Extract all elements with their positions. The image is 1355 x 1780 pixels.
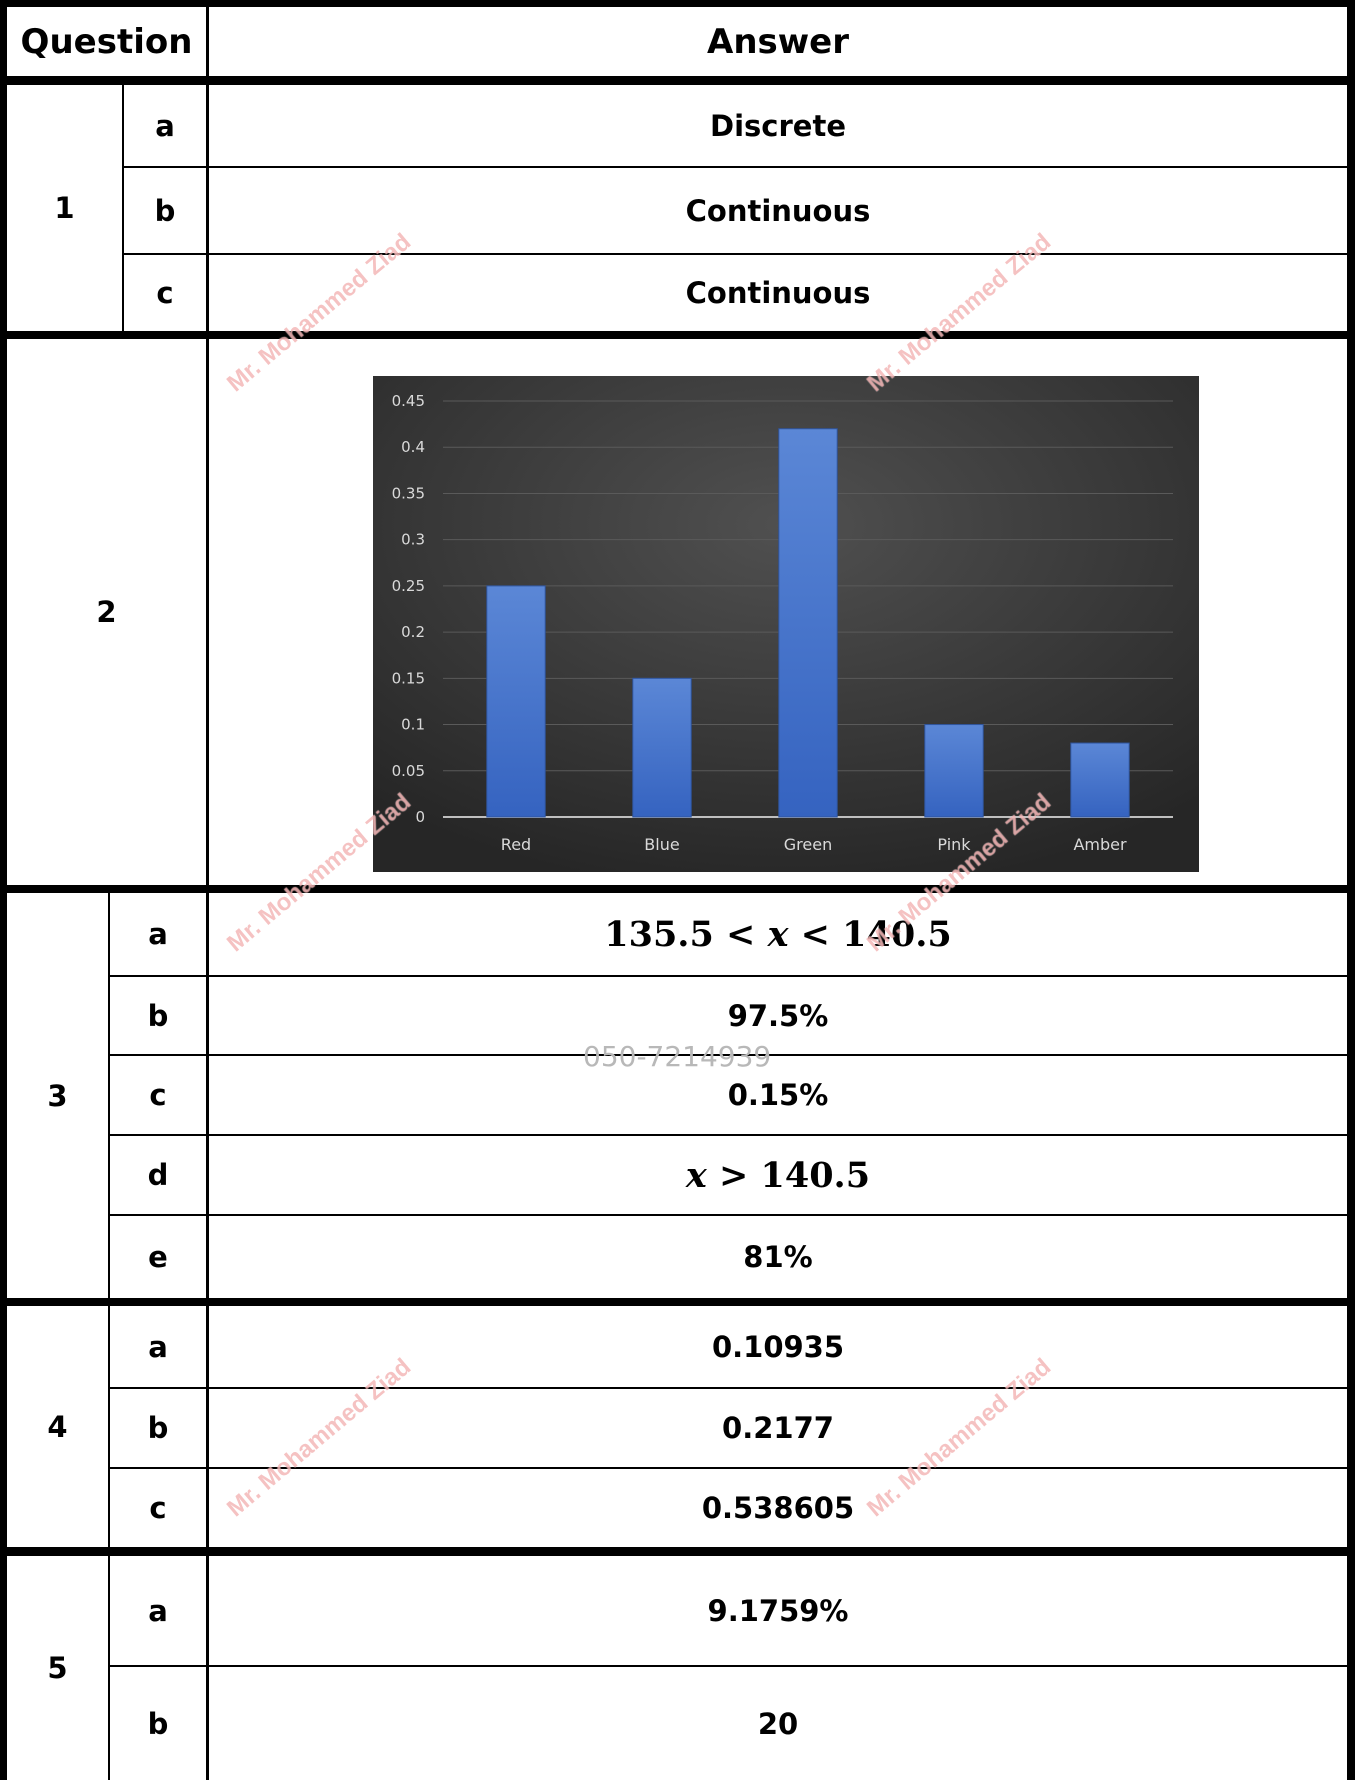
- part-label: e: [148, 1240, 168, 1274]
- answer-column-line: [206, 0, 209, 1780]
- header-answer: Answer: [707, 21, 849, 62]
- row-line: [108, 1134, 1355, 1136]
- part-label: a: [148, 1593, 168, 1628]
- row-line: [122, 253, 1355, 255]
- answer-5a: 9.1759%: [707, 1593, 849, 1628]
- answer-3d-value: 140.5: [760, 1154, 871, 1196]
- left-border: [0, 0, 7, 1780]
- row-line: [108, 975, 1355, 977]
- question-number-2: 2: [96, 595, 117, 629]
- section-divider-4: [0, 1547, 1355, 1556]
- section-divider-2: [0, 885, 1355, 893]
- row-line: [108, 1467, 1355, 1469]
- part-column-line-q3: [108, 893, 110, 1298]
- part-label: d: [147, 1158, 169, 1192]
- bar-red: [486, 585, 546, 818]
- right-border: [1347, 0, 1355, 1780]
- x-tick-label: Amber: [1073, 835, 1127, 854]
- row-line: [108, 1214, 1355, 1216]
- part-label: c: [149, 1078, 167, 1112]
- answer-3d: x > 140.5: [209, 1136, 1347, 1214]
- answer-3a-upper: 140.5: [842, 913, 952, 955]
- answer-1c: Continuous: [685, 276, 871, 310]
- answer-3e: 81%: [743, 1240, 813, 1274]
- y-tick-label: 0.3: [401, 531, 425, 549]
- answer-3a-lower: 135.5: [604, 913, 714, 955]
- x-tick-label: Red: [501, 835, 531, 854]
- y-tick-label: 0: [415, 808, 425, 826]
- y-tick-label: 0.45: [392, 392, 425, 410]
- answer-5b: 20: [757, 1706, 799, 1741]
- answer-3b: 97.5%: [727, 998, 829, 1033]
- section-divider-1: [0, 331, 1355, 339]
- part-label: b: [147, 1411, 169, 1445]
- bar-chart: 0 0.05 0.1 0.15 0.2 0.25 0.3 0.35 0.4 0.45 Red Blue…: [373, 376, 1199, 872]
- y-tick-label: 0.1: [401, 716, 425, 734]
- y-tick-label: 0.05: [392, 762, 425, 780]
- bar-amber: [1070, 742, 1130, 818]
- answer-1b: Continuous: [685, 193, 871, 228]
- row-line: [122, 166, 1355, 168]
- x-tick-label: Blue: [644, 835, 679, 854]
- answer-3a-lt2: <: [800, 913, 830, 955]
- part-label: c: [156, 276, 174, 310]
- answer-4b: 0.2177: [722, 1411, 834, 1445]
- header-divider: [0, 76, 1355, 85]
- part-column-line-q1: [122, 85, 124, 331]
- question-number-1: 1: [54, 191, 75, 225]
- question-number-5: 5: [47, 1651, 68, 1685]
- section-divider-3: [0, 1298, 1355, 1306]
- question-number-3: 3: [47, 1078, 68, 1113]
- bar-pink: [924, 724, 984, 818]
- part-label: a: [155, 108, 175, 143]
- x-tick-label: Green: [784, 835, 832, 854]
- part-column-line-q4: [108, 1306, 110, 1547]
- part-label: c: [149, 1491, 167, 1525]
- watermark-phone: 050-7214939: [583, 1040, 772, 1073]
- bar-green: [778, 428, 838, 818]
- answer-4c: 0.538605: [701, 1491, 855, 1525]
- row-line: [108, 1387, 1355, 1389]
- part-label: b: [147, 998, 169, 1033]
- answer-3a: 135.5 < x < 140.5: [209, 893, 1347, 975]
- answer-3a-var: x: [767, 913, 789, 955]
- y-tick-label: 0.4: [401, 438, 425, 456]
- y-tick-label: 0.35: [392, 484, 425, 502]
- part-label: a: [148, 917, 168, 951]
- bar-blue: [632, 677, 692, 818]
- y-tick-label: 0.2: [401, 623, 425, 641]
- question-number-4: 4: [47, 1409, 68, 1444]
- part-label: a: [148, 1329, 168, 1364]
- row-line: [108, 1054, 1355, 1056]
- answer-3c: 0.15%: [727, 1078, 829, 1112]
- row-line: [108, 1665, 1355, 1667]
- answer-3a-lt: <: [726, 913, 756, 955]
- part-label: b: [147, 1706, 169, 1741]
- part-label: b: [154, 193, 176, 228]
- answer-3d-var: x: [685, 1154, 707, 1196]
- header-question: Question: [20, 21, 193, 62]
- part-column-line-q5: [108, 1556, 110, 1780]
- answer-1a: Discrete: [710, 108, 846, 143]
- answer-4a: 0.10935: [711, 1329, 845, 1364]
- y-tick-label: 0.25: [392, 577, 425, 595]
- x-tick-label: Pink: [937, 835, 971, 854]
- bar-chart-svg: 0 0.05 0.1 0.15 0.2 0.25 0.3 0.35 0.4 0.45 Red Blue…: [373, 376, 1199, 872]
- answer-3d-gt: >: [718, 1154, 749, 1196]
- y-tick-label: 0.15: [392, 669, 425, 687]
